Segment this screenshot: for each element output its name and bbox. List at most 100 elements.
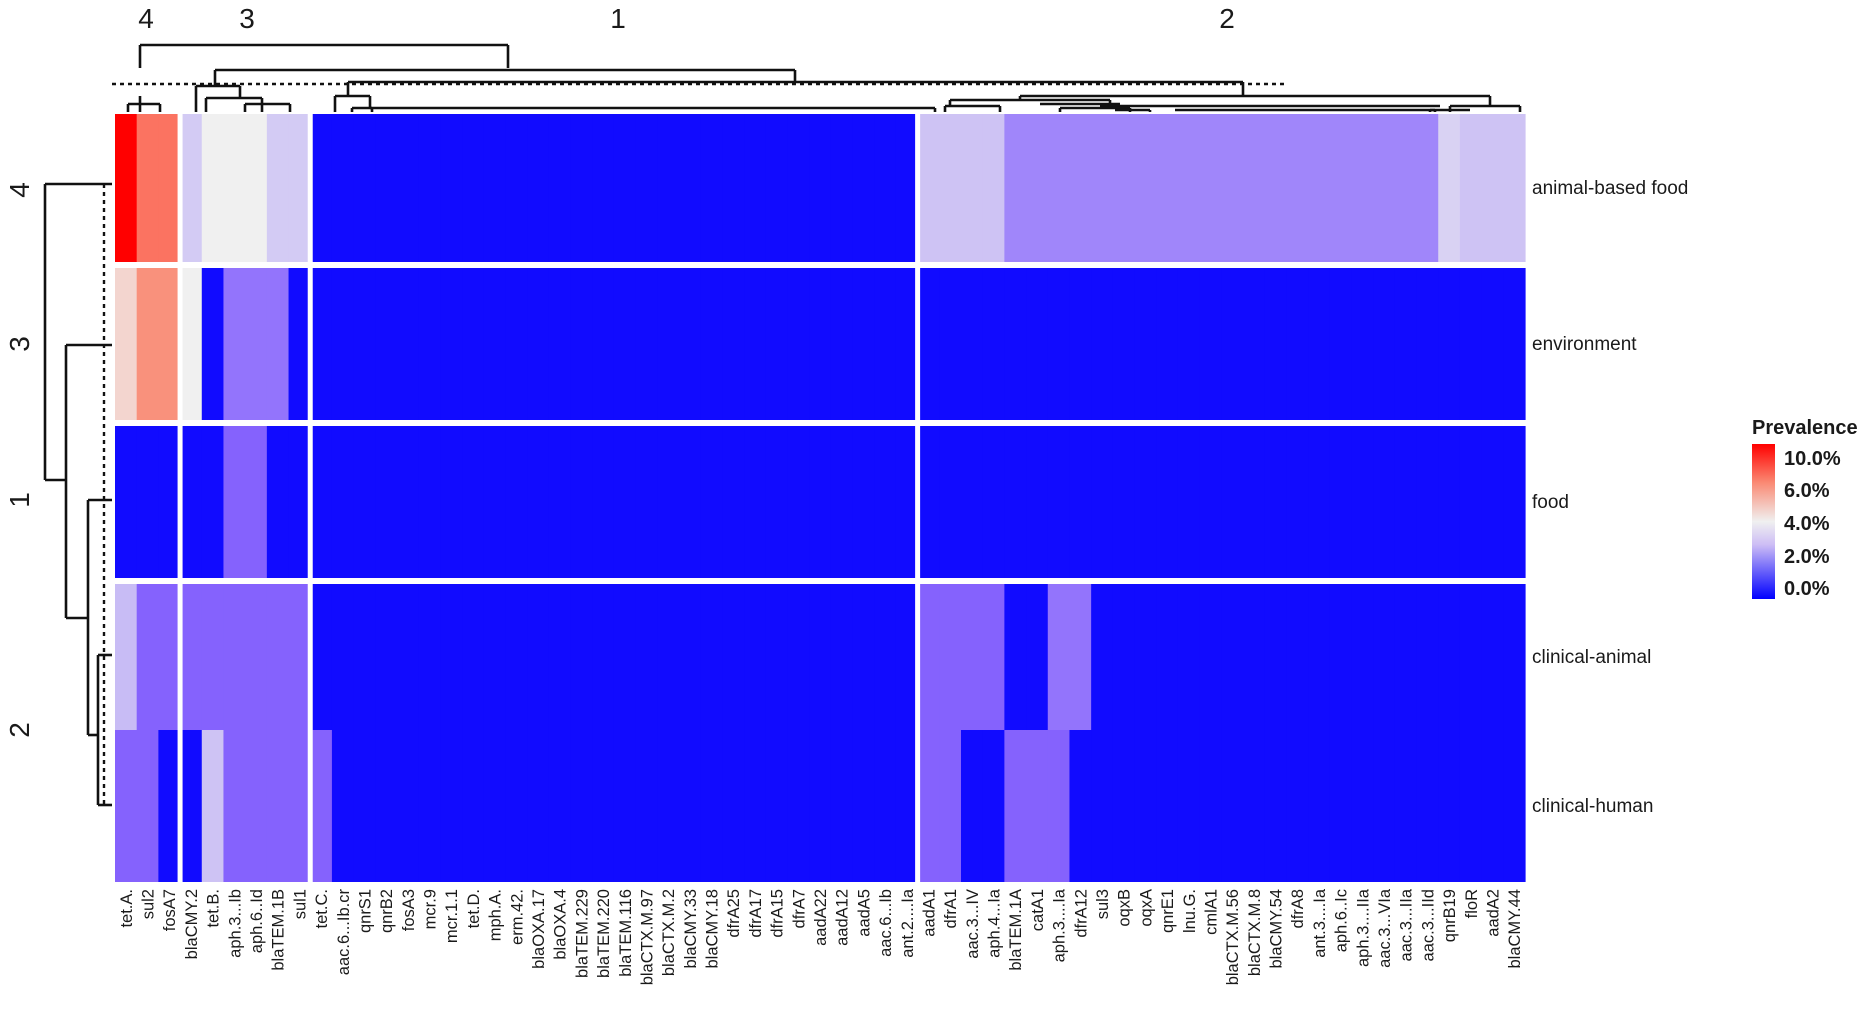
column-label: blaCTX.M.2 (660, 889, 678, 976)
heatmap-cell (310, 268, 333, 420)
heatmap-cell (1026, 114, 1049, 262)
heatmap-cell (310, 426, 333, 578)
heatmap-cell (201, 426, 225, 578)
heatmap-cell (310, 114, 333, 262)
column-label: blaCTX.M.8 (1246, 889, 1264, 976)
column-label: sul3 (1094, 889, 1112, 919)
heatmap-cell (397, 114, 420, 262)
heatmap-cell (1503, 268, 1526, 420)
column-label: dfrA7 (790, 889, 808, 928)
column-label: blaCMY.18 (704, 889, 722, 969)
column-label: tet.C. (313, 889, 331, 928)
heatmap-cell (397, 268, 420, 420)
legend-title: Prevalence (1752, 417, 1858, 439)
heatmap-cell (1221, 426, 1244, 578)
heatmap-cell (223, 114, 246, 262)
heatmap-cell (1308, 268, 1331, 420)
heatmap-cell (1177, 730, 1201, 882)
heatmap-cell (1221, 584, 1244, 730)
column-label: aph.3....IIa (1354, 888, 1372, 967)
heatmap-cell (266, 114, 290, 262)
heatmap-cell (1416, 426, 1439, 578)
heatmap-cell (1221, 730, 1244, 882)
column-label: aph.3....Ia (1051, 888, 1069, 962)
heatmap-cell (375, 584, 398, 730)
heatmap-cell (1004, 114, 1027, 262)
heatmap-cell (765, 268, 789, 420)
heatmap-cell (245, 114, 268, 262)
column-label: aadA1 (920, 889, 938, 937)
column-label: blaTEM.116 (617, 889, 635, 977)
heatmap-cell (852, 730, 875, 882)
heatmap-cell (1351, 730, 1374, 882)
heatmap-cell (592, 730, 615, 882)
heatmap-cell (722, 730, 745, 882)
heatmap-cell (1503, 426, 1526, 578)
heatmap-cell (180, 114, 203, 262)
column-cluster-label: 3 (239, 3, 255, 34)
column-label: blaTEM.229 (573, 889, 591, 978)
heatmap-cell (397, 426, 420, 578)
heatmap-cell (353, 426, 376, 578)
row-label: food (1532, 492, 1569, 513)
heatmap-cell (1199, 268, 1222, 420)
heatmap-cell (548, 114, 572, 262)
heatmap-cell (483, 114, 507, 262)
heatmap-cell (722, 114, 745, 262)
heatmap-cell (353, 584, 376, 730)
heatmap-cell (1134, 268, 1157, 420)
row-label: environment (1532, 334, 1637, 355)
heatmap-cell (657, 730, 680, 882)
heatmap-cell (245, 584, 268, 730)
heatmap-cell (158, 584, 181, 730)
heatmap-cell (331, 730, 355, 882)
heatmap-cell (1243, 426, 1266, 578)
heatmap-cell (787, 730, 810, 882)
heatmap-cell (1351, 584, 1374, 730)
column-label: aph.3...Ib (226, 889, 244, 958)
heatmap-cell (115, 426, 138, 578)
heatmap-cell (353, 114, 376, 262)
heatmap-cell (1394, 426, 1418, 578)
heatmap-cell (874, 730, 897, 882)
heatmap-cell (1308, 426, 1331, 578)
heatmap-cell (1026, 268, 1049, 420)
heatmap-cell (1481, 114, 1504, 262)
heatmap-cell (1416, 584, 1439, 730)
column-label: aac.3...IV (964, 889, 982, 959)
column-label: ant.3....Ia (1311, 888, 1329, 958)
heatmap-cell (1481, 268, 1504, 420)
heatmap-cell (874, 426, 897, 578)
heatmap-cell (1438, 730, 1461, 882)
heatmap-cell (1416, 730, 1439, 882)
heatmap-cell (1459, 114, 1483, 262)
heatmap-cell (1091, 730, 1114, 882)
heatmap-cell (1286, 584, 1309, 730)
legend-colorbar (1752, 444, 1775, 599)
heatmap-cell (657, 268, 680, 420)
heatmap-cell (1329, 268, 1353, 420)
heatmap-cell (1134, 426, 1157, 578)
heatmap-cell (1091, 584, 1114, 730)
heatmap-cell (830, 730, 854, 882)
heatmap-cell (961, 730, 984, 882)
heatmap-cell (158, 426, 181, 578)
heatmap-cell (462, 730, 485, 882)
column-label: aac.3...VIa (1376, 888, 1394, 968)
heatmap-cell (1069, 268, 1092, 420)
heatmap-cell (765, 114, 789, 262)
legend-tick-label: 6.0% (1784, 480, 1830, 502)
heatmap-cell (809, 114, 832, 262)
column-cluster-label: 2 (1219, 3, 1235, 34)
heatmap-cell (700, 730, 723, 882)
heatmap-cell (266, 730, 290, 882)
heatmap-cell (1112, 730, 1136, 882)
heatmap-cell (1308, 730, 1331, 882)
heatmap-cell (1243, 268, 1266, 420)
heatmap-cell (1264, 584, 1287, 730)
heatmap-cell (1351, 268, 1374, 420)
heatmap-cell (722, 268, 745, 420)
heatmap-cell (397, 730, 420, 882)
heatmap-cell (375, 730, 398, 882)
heatmap-cell (830, 268, 854, 420)
